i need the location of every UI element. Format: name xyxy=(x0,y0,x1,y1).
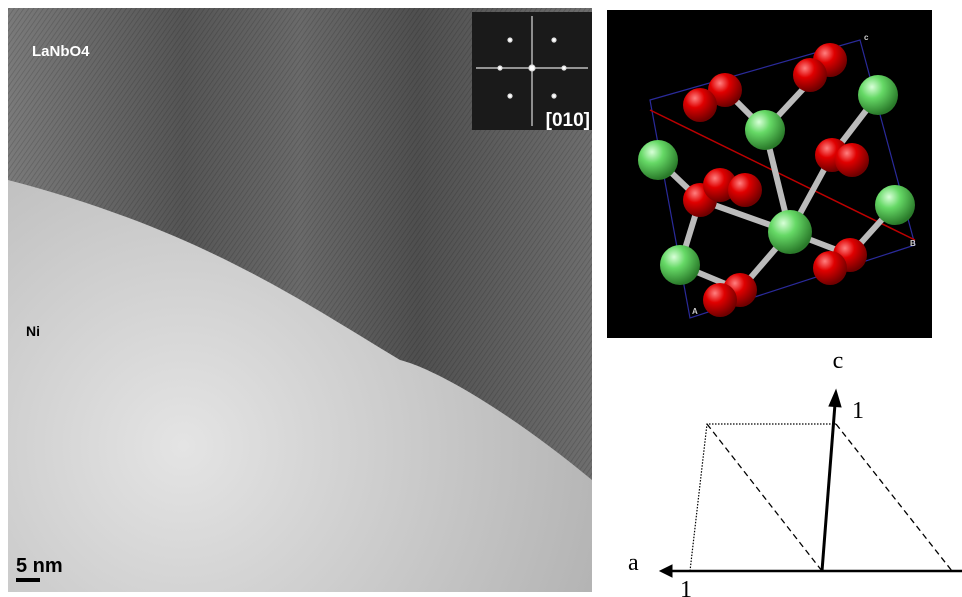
micrograph: LaNbO4 [010] Ni 5 nm xyxy=(8,8,592,592)
c-length: 1 xyxy=(852,398,864,424)
a-length: 1 xyxy=(680,577,692,597)
scale-bar xyxy=(16,578,40,582)
substrate-label: Ni xyxy=(26,323,40,339)
axis-label: B xyxy=(910,239,916,248)
cell-diagram xyxy=(660,390,962,577)
zone-axis: [010] xyxy=(546,110,590,131)
axis-label: c xyxy=(864,33,869,42)
film-label: LaNbO4 xyxy=(32,43,90,60)
axis-label: A xyxy=(692,307,698,316)
scale-bar-label: 5 nm xyxy=(16,555,63,577)
figure: LaNbO4 [010] Ni 5 nm c xyxy=(0,0,962,597)
crystal-structure: c A B xyxy=(607,10,932,338)
a-label: a xyxy=(628,550,639,576)
c-label: c xyxy=(833,348,844,374)
